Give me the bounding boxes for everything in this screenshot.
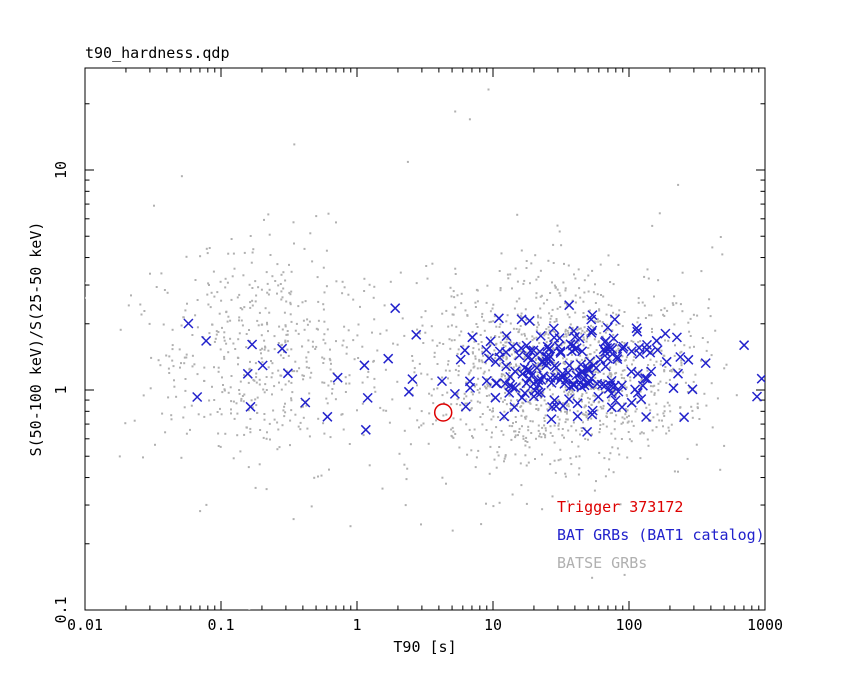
x-tick-label-10: 10 bbox=[483, 616, 503, 634]
bat-grbs-bat1-catalog--layer bbox=[183, 300, 765, 437]
trigger-circle-marker bbox=[433, 403, 453, 422]
axis-ticks bbox=[84, 68, 766, 611]
y-axis-label: S(50-100 keV)/S(25-50 keV) bbox=[27, 221, 45, 457]
x-tick-label-0.01: 0.01 bbox=[66, 616, 104, 634]
legend-item-batse-grbs: BATSE GRBs bbox=[557, 554, 648, 572]
y-tick-label-1: 1 bbox=[52, 385, 70, 395]
x-axis-label: T90 [s] bbox=[393, 638, 457, 656]
legend-item-bat-grbs: BAT GRBs (BAT1 catalog) bbox=[557, 526, 765, 544]
x-tick-label-100: 100 bbox=[615, 616, 643, 634]
x-tick-label-0.1: 0.1 bbox=[207, 616, 235, 634]
y-tick-label-0.1: 0.1 bbox=[52, 596, 70, 624]
plot-frame bbox=[84, 67, 766, 611]
y-tick-label-10: 10 bbox=[52, 160, 70, 180]
x-tick-label-1: 1 bbox=[352, 616, 362, 634]
trigger-373172-layer bbox=[433, 403, 453, 422]
plot-title: t90_hardness.qdp bbox=[85, 44, 230, 62]
x-tick-label-1000: 1000 bbox=[746, 616, 784, 634]
legend-item-trigger: Trigger 373172 bbox=[557, 498, 684, 516]
